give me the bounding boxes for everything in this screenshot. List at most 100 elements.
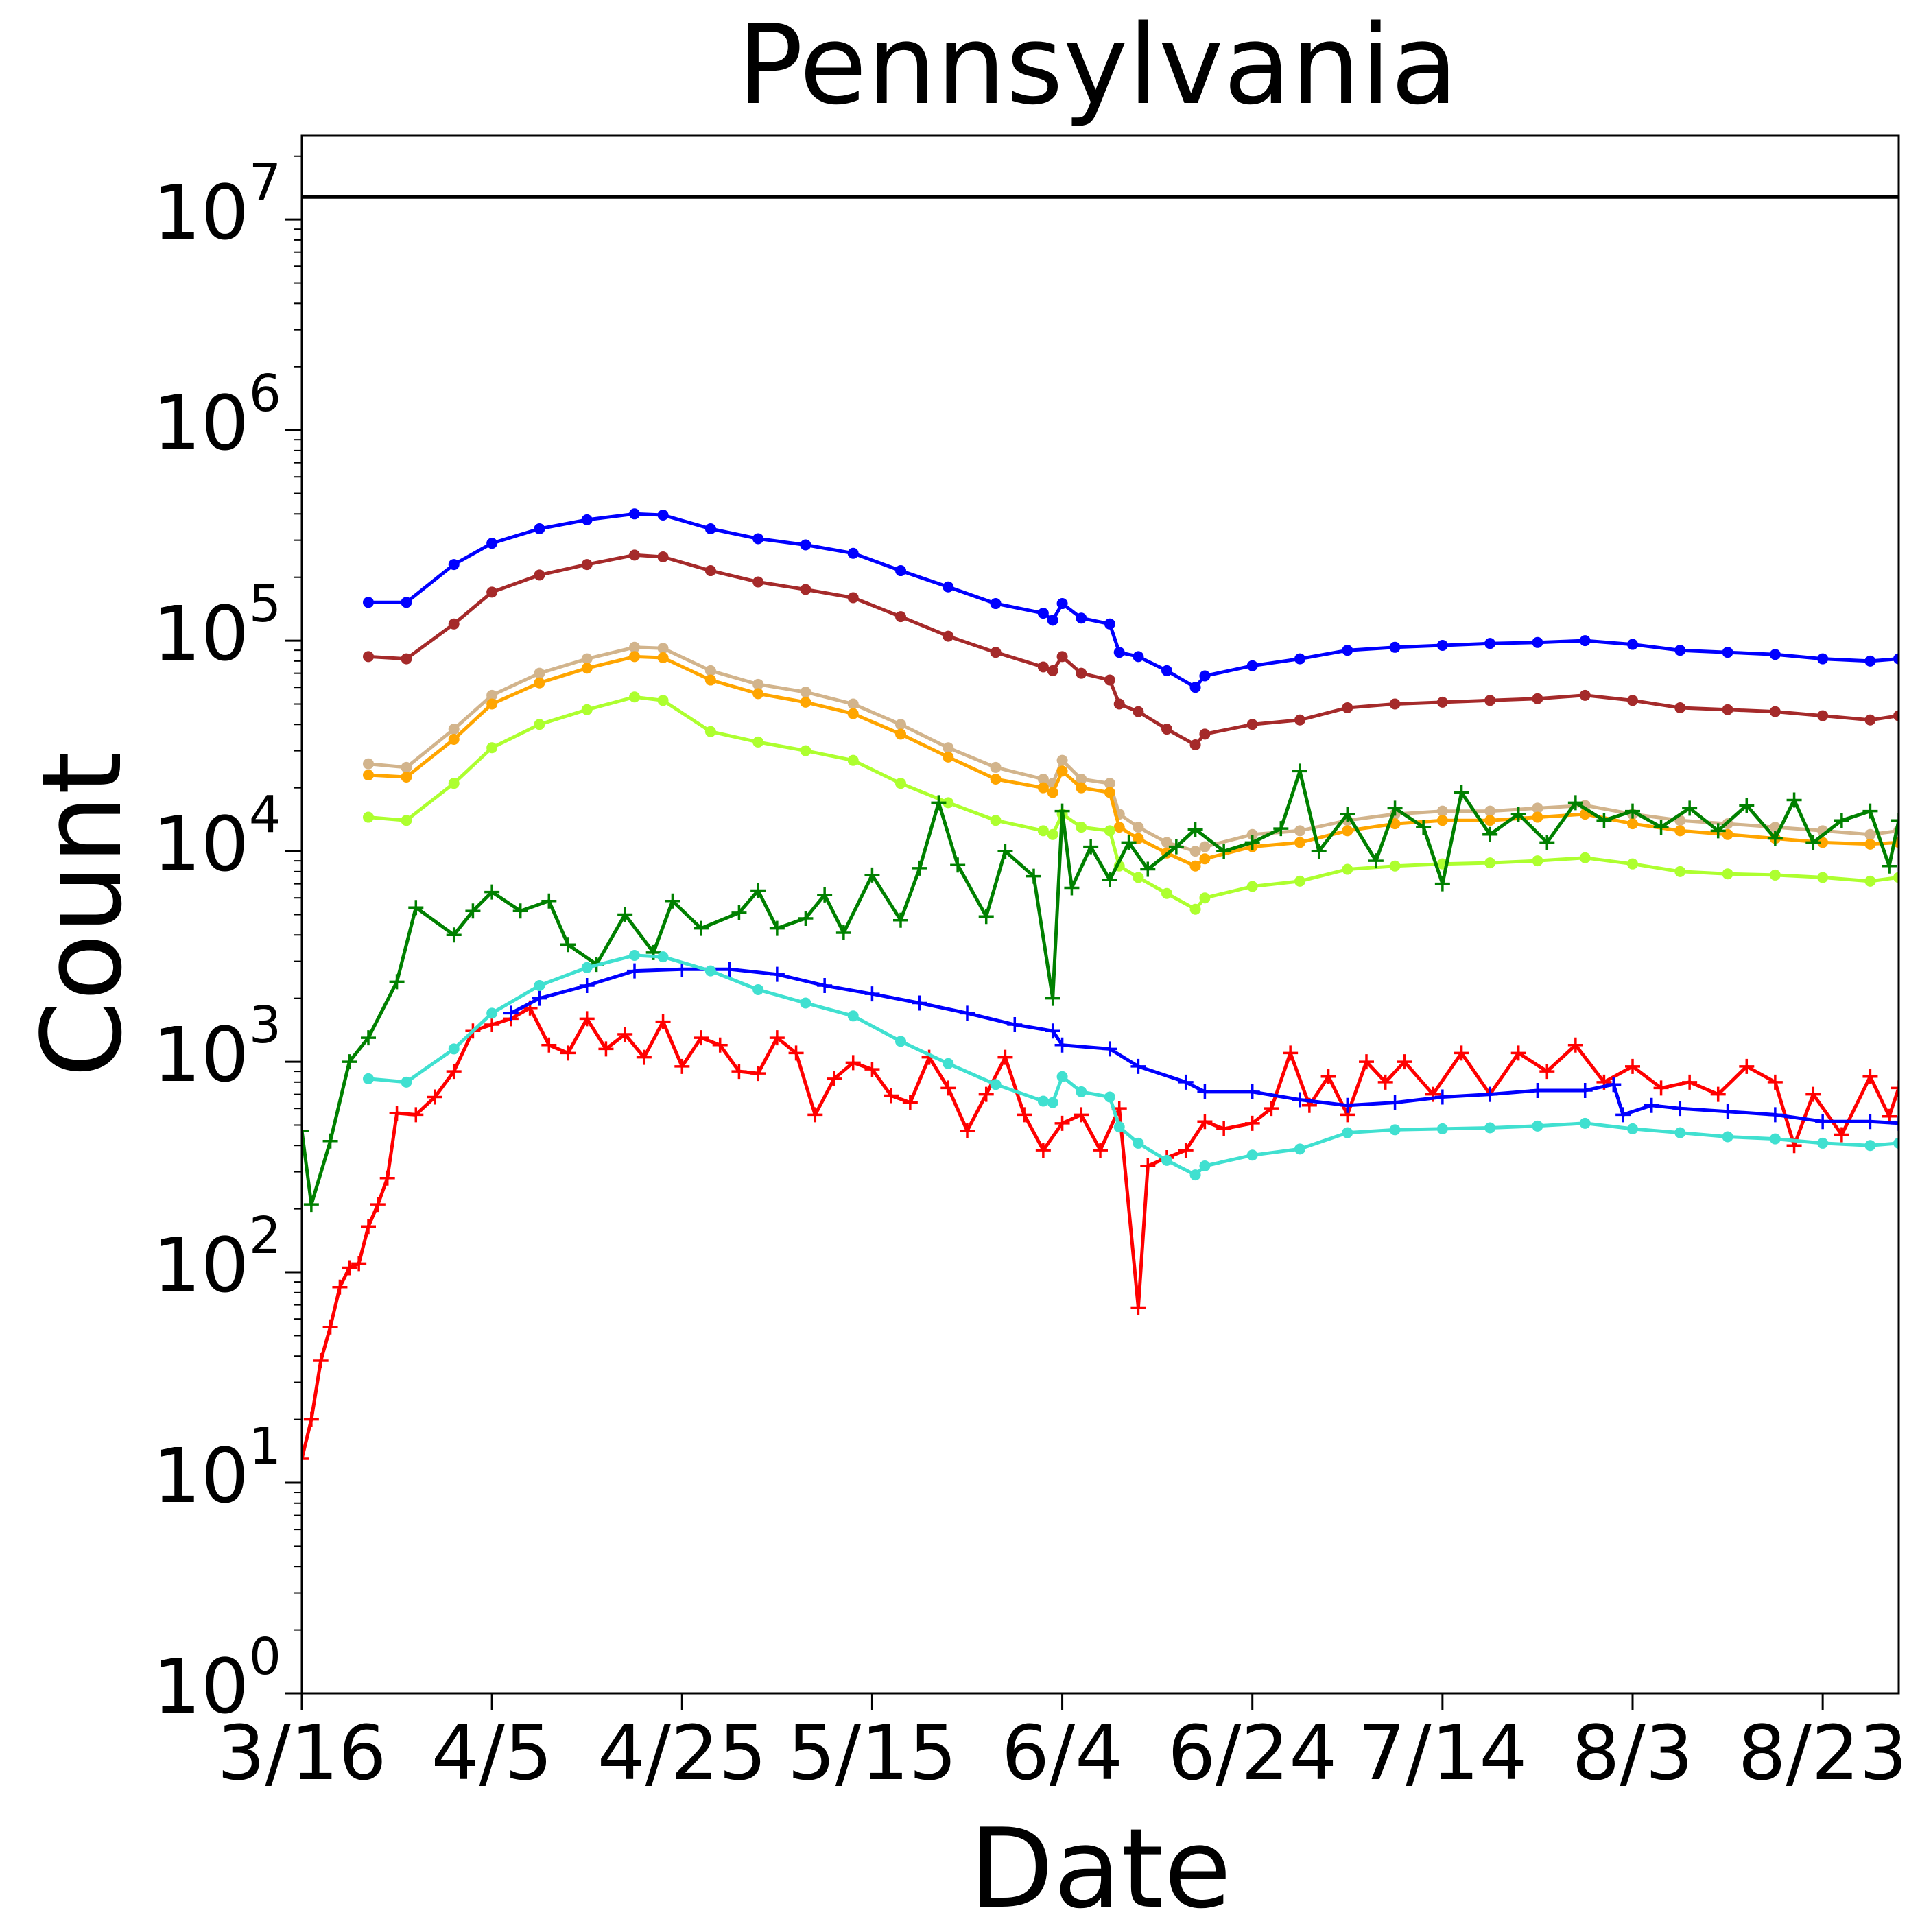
data-point [448, 1043, 460, 1055]
data-point [1104, 787, 1115, 798]
data-point [1102, 1041, 1117, 1057]
data-point [1434, 1089, 1450, 1105]
data-point [448, 778, 460, 789]
data-point [1862, 1069, 1878, 1084]
data-point [1627, 1123, 1638, 1134]
data-point [1045, 1023, 1060, 1039]
data-point [1484, 1122, 1496, 1134]
data-point [1197, 1114, 1213, 1130]
x-tick-label: 8/23 [1738, 1709, 1908, 1797]
data-point [1047, 665, 1058, 676]
data-point [694, 1030, 709, 1046]
data-point [322, 1133, 338, 1149]
data-point [486, 698, 498, 710]
data-point [1436, 696, 1448, 708]
data-point [1161, 1154, 1172, 1166]
data-point [1817, 1137, 1829, 1149]
data-point [1056, 754, 1068, 766]
data-point [1133, 822, 1144, 833]
data-point [1625, 1058, 1640, 1074]
data-point [1007, 1017, 1023, 1033]
data-point [750, 883, 766, 898]
data-point [1389, 818, 1401, 830]
data-point [1189, 846, 1201, 857]
data-point [1389, 860, 1401, 872]
series-1 [363, 549, 1899, 751]
data-point [1054, 803, 1070, 819]
data-point [1482, 1086, 1498, 1102]
data-point [1532, 802, 1543, 814]
data-point [332, 1279, 348, 1295]
data-point [1482, 826, 1498, 842]
data-point [1178, 1143, 1194, 1158]
y-tick-label: 105 [153, 575, 281, 678]
data-point [1891, 813, 1899, 828]
data-point [1579, 635, 1591, 647]
data-point [1342, 702, 1353, 713]
data-point [960, 1005, 975, 1021]
data-point [1862, 1114, 1878, 1130]
data-point [1047, 787, 1058, 798]
data-point [1862, 803, 1878, 819]
data-point [1864, 714, 1876, 726]
y-tick-label: 104 [153, 785, 281, 888]
data-point [1104, 778, 1115, 789]
series-line [368, 553, 1899, 747]
data-point [1532, 1120, 1543, 1132]
data-point [427, 1089, 442, 1105]
data-point [1710, 1086, 1726, 1102]
data-point [486, 538, 498, 549]
data-point [1864, 828, 1876, 840]
x-tick-label: 8/3 [1572, 1709, 1693, 1797]
series-8 [363, 949, 1899, 1181]
data-point [1510, 1045, 1526, 1061]
data-point [807, 1107, 823, 1123]
data-point [1682, 1074, 1698, 1090]
plot-frame [300, 134, 1900, 1695]
data-point [1199, 853, 1211, 865]
data-point [1674, 866, 1686, 877]
data-point [817, 887, 833, 903]
data-point [1387, 800, 1403, 816]
data-point [1342, 825, 1353, 837]
data-point [560, 1045, 576, 1061]
data-point [845, 1055, 861, 1071]
data-point [1484, 695, 1496, 706]
data-point [370, 1197, 386, 1213]
series-line [368, 695, 1899, 911]
data-point [1047, 1097, 1058, 1108]
data-point [1674, 1127, 1686, 1138]
data-point [655, 1014, 671, 1029]
data-point [800, 696, 811, 708]
data-point [446, 927, 462, 943]
data-point [484, 884, 500, 900]
data-point [541, 893, 557, 909]
data-point [1627, 639, 1638, 650]
data-point [1739, 1058, 1755, 1074]
data-point [486, 586, 498, 598]
data-point [363, 651, 374, 663]
series-2 [363, 641, 1899, 857]
data-point [1133, 1137, 1144, 1149]
data-point [1216, 844, 1232, 859]
data-point [303, 1197, 319, 1213]
series-line [368, 953, 1899, 1177]
x-tick-label: 5/15 [787, 1709, 957, 1797]
data-point [579, 978, 595, 994]
data-point [1769, 869, 1781, 881]
data-point [1769, 1133, 1781, 1145]
data-point [1434, 876, 1450, 892]
data-point [1484, 815, 1496, 826]
data-point [1113, 822, 1125, 833]
data-point [1389, 1124, 1401, 1136]
data-point [895, 1036, 906, 1047]
data-point [1246, 660, 1258, 671]
data-point [1037, 773, 1049, 785]
data-point [1891, 1115, 1899, 1131]
data-point [465, 903, 481, 919]
data-point [1035, 1143, 1051, 1158]
data-point [798, 910, 814, 926]
data-point [1246, 1149, 1258, 1161]
data-point [541, 1037, 557, 1053]
data-point [629, 691, 640, 703]
